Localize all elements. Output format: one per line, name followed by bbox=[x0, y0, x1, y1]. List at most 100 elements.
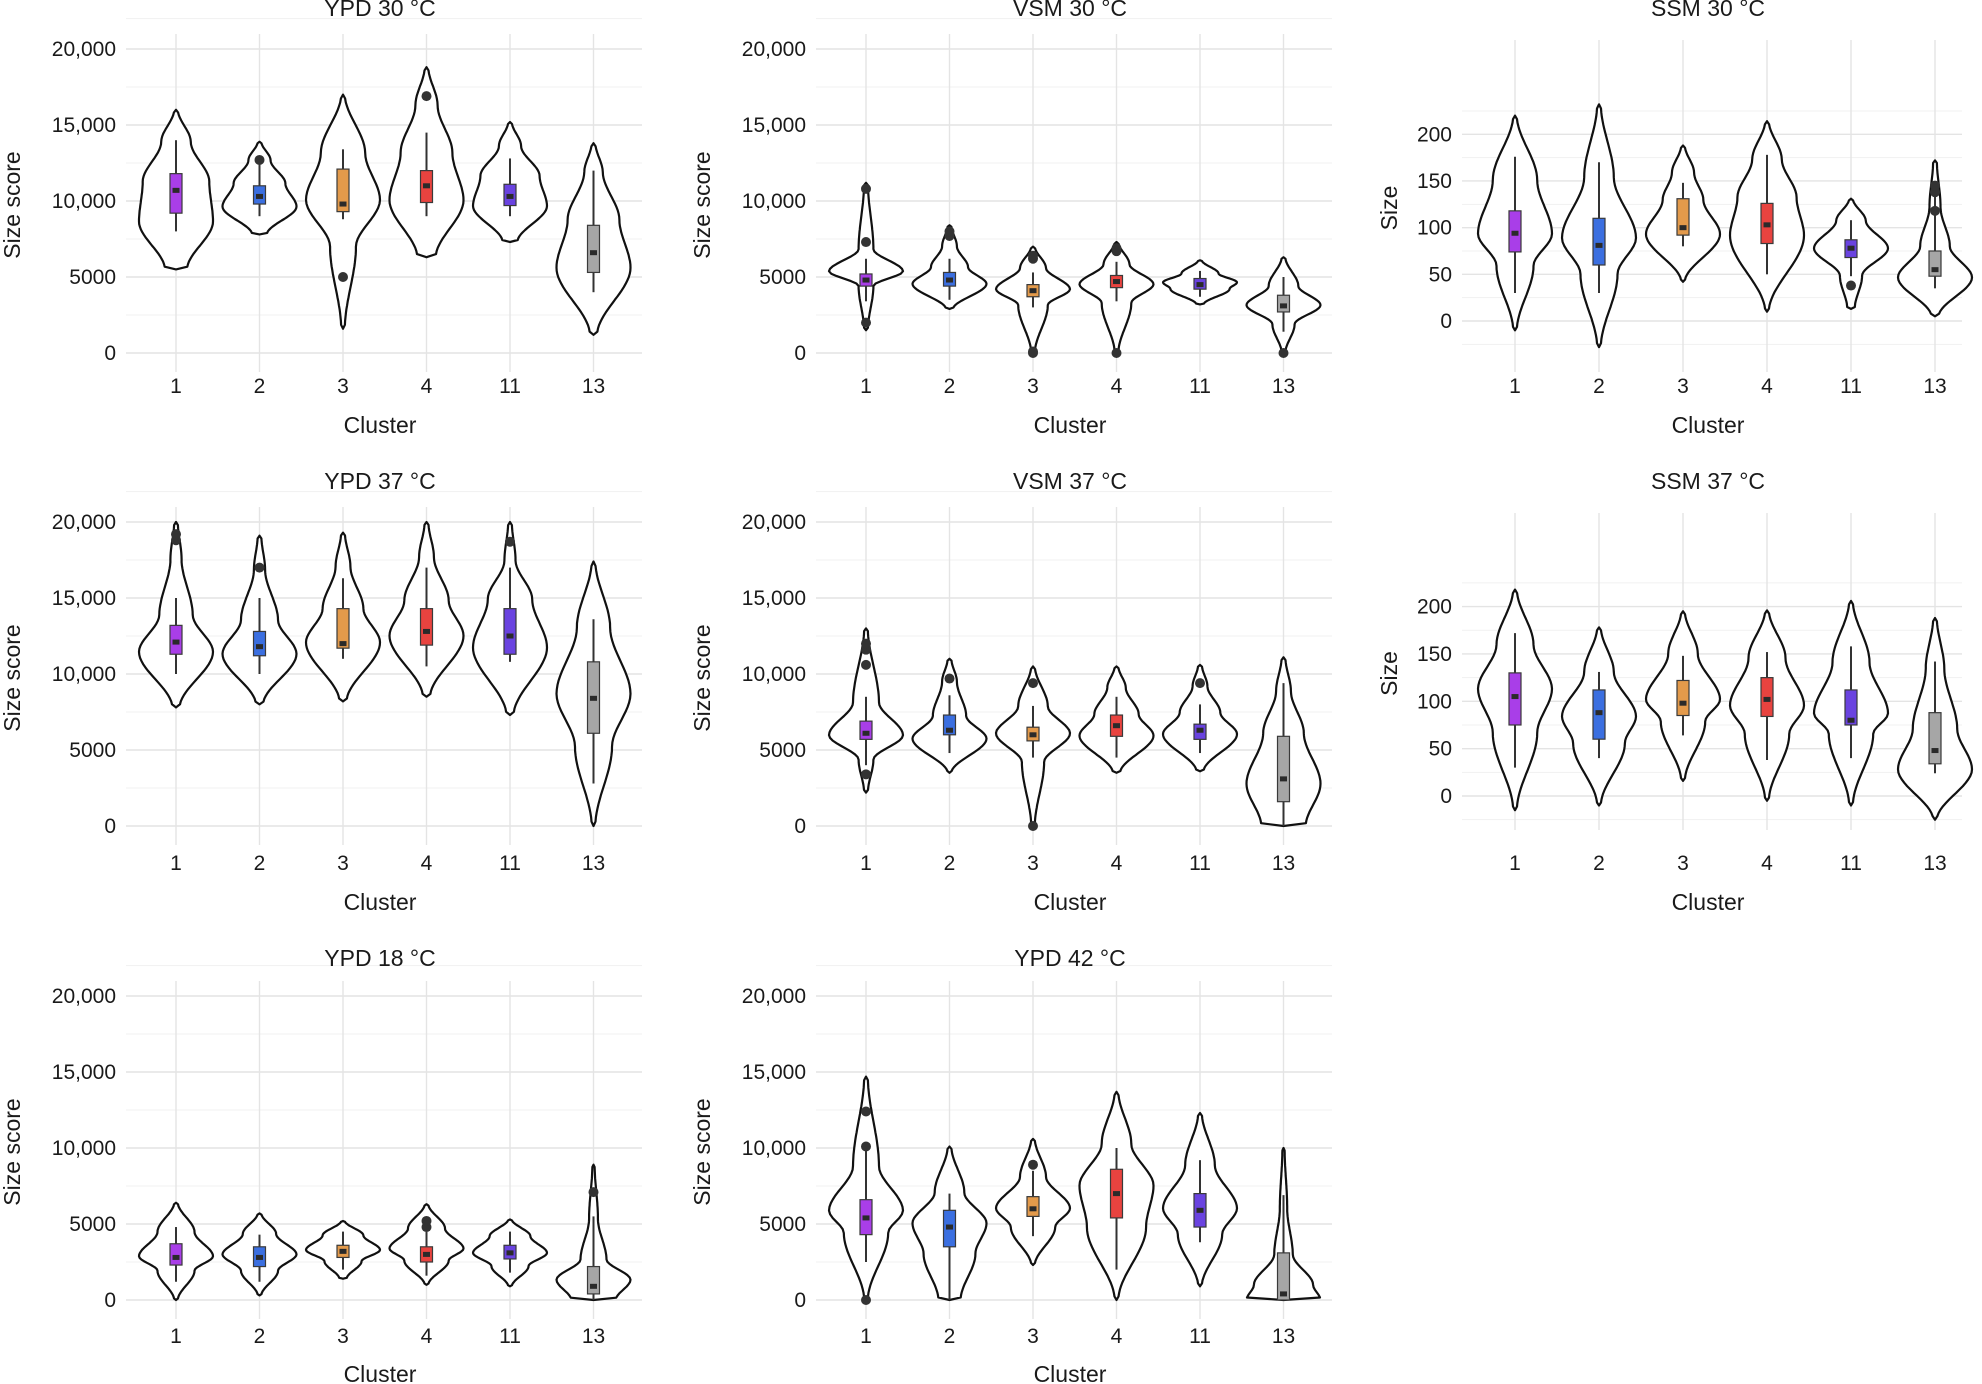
violin-cluster-11 bbox=[471, 520, 549, 717]
violin-cluster-11 bbox=[471, 1218, 549, 1288]
outlier-point bbox=[171, 529, 181, 540]
x-tick-label: 13 bbox=[1923, 852, 1946, 875]
box-median bbox=[946, 727, 953, 733]
box-median bbox=[1763, 696, 1771, 702]
violin-cluster-11 bbox=[1161, 259, 1239, 306]
x-tick-label: 1 bbox=[860, 375, 872, 398]
violin-cluster-1 bbox=[137, 520, 215, 709]
box-median bbox=[1679, 700, 1687, 706]
y-tick-label: 15,000 bbox=[742, 587, 806, 610]
outlier-point bbox=[1028, 1159, 1038, 1170]
y-axis-label: Size bbox=[1376, 186, 1402, 231]
violin-cluster-13 bbox=[1896, 616, 1974, 821]
outlier-point bbox=[861, 769, 871, 780]
y-tick-label: 20,000 bbox=[742, 38, 806, 61]
outlier-point bbox=[861, 659, 871, 670]
panel-6: 0 50 100 150 200 1 2 3 4 11 13 SSM 37 °C Cluster Size bbox=[1376, 468, 1974, 915]
box-median bbox=[423, 183, 430, 189]
box-median bbox=[1029, 732, 1037, 738]
outlier-point bbox=[861, 1141, 871, 1152]
y-tick-label: 150 bbox=[1417, 643, 1452, 666]
violin-cluster-2 bbox=[1560, 626, 1638, 807]
y-tick-label: 10,000 bbox=[52, 1137, 116, 1160]
x-axis-label: Cluster bbox=[1672, 412, 1745, 438]
y-axis-label: Size score bbox=[689, 1098, 715, 1205]
y-tick-label: 5000 bbox=[759, 1213, 806, 1236]
violin-cluster-2 bbox=[1560, 103, 1638, 349]
outlier-point bbox=[1195, 678, 1205, 689]
violin-cluster-1 bbox=[827, 181, 905, 332]
x-tick-label: 3 bbox=[337, 852, 349, 875]
x-tick-label: 2 bbox=[944, 852, 956, 875]
violin-cluster-11 bbox=[1812, 197, 1890, 310]
violin-cluster-2 bbox=[911, 1145, 988, 1302]
box-median bbox=[506, 1250, 514, 1256]
x-tick-label: 11 bbox=[499, 1325, 521, 1348]
x-tick-label: 4 bbox=[1761, 375, 1773, 398]
violin-cluster-3 bbox=[994, 245, 1072, 358]
x-tick-label: 3 bbox=[1027, 1325, 1039, 1348]
violin-cluster-13 bbox=[1245, 1146, 1322, 1302]
box-iqr bbox=[859, 720, 873, 740]
x-tick-label: 1 bbox=[170, 1325, 182, 1348]
violin-cluster-2 bbox=[221, 140, 298, 236]
outlier-point bbox=[861, 1295, 871, 1305]
box-median bbox=[1931, 267, 1939, 273]
x-tick-label: 4 bbox=[421, 375, 433, 398]
violin-outline bbox=[827, 181, 905, 332]
y-tick-label: 10,000 bbox=[742, 190, 806, 213]
x-tick-label: 4 bbox=[1111, 1325, 1123, 1348]
outlier-point bbox=[1028, 821, 1038, 831]
violin-cluster-4 bbox=[388, 66, 465, 259]
panel-title: YPD 37 °C bbox=[324, 468, 435, 494]
box-iqr bbox=[169, 1243, 183, 1266]
box-median bbox=[1679, 225, 1687, 231]
violin-cluster-13 bbox=[555, 560, 632, 828]
x-tick-label: 13 bbox=[1272, 852, 1295, 875]
y-tick-label: 10,000 bbox=[742, 1137, 806, 1160]
x-tick-label: 2 bbox=[254, 852, 266, 875]
box-median bbox=[339, 641, 347, 647]
box-median bbox=[1595, 710, 1603, 716]
outlier-point bbox=[1846, 280, 1856, 291]
x-axis-label: Cluster bbox=[1034, 412, 1107, 438]
violin-cluster-1 bbox=[137, 1201, 215, 1302]
box-iqr bbox=[1844, 689, 1858, 726]
outlier-point bbox=[505, 536, 515, 547]
violin-cluster-1 bbox=[827, 627, 905, 794]
box-median bbox=[862, 730, 870, 736]
x-tick-label: 1 bbox=[860, 852, 872, 875]
box-median bbox=[862, 1215, 870, 1221]
outlier-point bbox=[1111, 348, 1122, 358]
y-tick-label: 10,000 bbox=[52, 663, 116, 686]
box-iqr bbox=[252, 630, 267, 657]
x-tick-label: 11 bbox=[1840, 375, 1862, 398]
x-tick-label: 3 bbox=[1677, 375, 1689, 398]
violin-cluster-3 bbox=[994, 1137, 1072, 1267]
x-tick-label: 3 bbox=[1677, 852, 1689, 875]
violin-cluster-13 bbox=[1245, 256, 1322, 358]
violin-cluster-4 bbox=[388, 520, 465, 698]
y-tick-label: 0 bbox=[1440, 310, 1452, 333]
violin-cluster-3 bbox=[304, 93, 382, 330]
panel-7: 0 5000 10,000 15,000 20,000 1 2 3 4 11 13 YPD 18 °C… bbox=[0, 945, 642, 1384]
outlier-point bbox=[1028, 346, 1038, 357]
x-tick-label: 3 bbox=[1027, 375, 1039, 398]
box-median bbox=[256, 1254, 263, 1260]
box-iqr bbox=[419, 608, 434, 646]
y-tick-label: 20,000 bbox=[742, 511, 806, 534]
y-tick-label: 20,000 bbox=[52, 38, 116, 61]
box-iqr bbox=[1928, 712, 1942, 765]
x-tick-label: 11 bbox=[1189, 375, 1211, 398]
box-iqr bbox=[1276, 735, 1291, 803]
violin-cluster-4 bbox=[1078, 665, 1155, 774]
box-iqr bbox=[586, 1265, 601, 1295]
box-median bbox=[1196, 282, 1204, 288]
outlier-point bbox=[944, 673, 955, 684]
panel-1: 0 5000 10,000 15,000 20,000 1 2 3 4 11 13 YPD 30 °C… bbox=[0, 0, 642, 438]
x-tick-label: 2 bbox=[944, 1325, 956, 1348]
x-tick-label: 4 bbox=[421, 852, 433, 875]
y-axis-label: Size bbox=[1376, 651, 1402, 696]
violin-cluster-11 bbox=[1161, 663, 1239, 773]
